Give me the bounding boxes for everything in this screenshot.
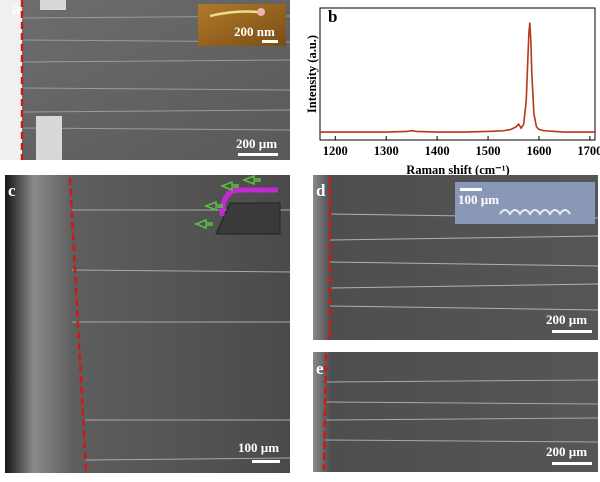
x-axis-title: Raman shift (cm⁻¹)	[406, 163, 509, 177]
panel-label: a	[12, 0, 21, 18]
texture	[71, 209, 291, 461]
sem-image	[313, 352, 598, 472]
schematic-wire	[219, 187, 278, 217]
inset-scale-label: 100 µm	[458, 192, 499, 207]
scale-bar	[252, 460, 280, 463]
y-axis-title: Intensity (a.u.)	[305, 35, 319, 113]
scale-label: 200 µm	[546, 444, 587, 459]
scale-label: 200 µm	[236, 136, 277, 151]
x-tick-label: 1200	[323, 144, 348, 158]
scale-bar	[238, 153, 278, 156]
edge	[0, 0, 22, 160]
inset-scale-bar	[460, 188, 482, 191]
x-tick-label: 1500	[476, 144, 501, 158]
panel-label: c	[8, 181, 16, 200]
x-tick-label: 1600	[526, 144, 551, 158]
scale-bar	[552, 462, 592, 465]
debris	[40, 0, 66, 10]
texture	[325, 379, 599, 443]
nanowire	[209, 10, 259, 18]
debris	[36, 116, 62, 160]
inset-scale-label: 200 nm	[234, 24, 275, 39]
schematic-block	[215, 202, 281, 235]
panel-a: 200 nm 200 µm a	[0, 0, 291, 160]
scale-bar	[552, 330, 592, 333]
scale-label: 100 µm	[238, 440, 279, 455]
panel-label: b	[328, 7, 337, 26]
plot-frame	[319, 7, 596, 141]
panel-label: e	[316, 359, 324, 378]
nanowire-tip	[257, 8, 265, 16]
panel-b: b Raman shift (cm⁻¹) Intensity (a.u.) 12…	[305, 7, 600, 177]
inset-scale-bar	[262, 40, 278, 43]
edge-marker	[68, 177, 88, 473]
edge-marker	[322, 353, 328, 471]
panel-e: 200 µm e	[313, 352, 599, 472]
coiled-wire	[499, 209, 571, 216]
panel-c: 100 µm c	[5, 174, 291, 473]
x-tick-label: 1300	[374, 144, 399, 158]
x-tick-label: 1700	[577, 144, 600, 158]
schematic-arrows	[193, 174, 261, 230]
texture	[21, 15, 291, 131]
scale-label: 200 µm	[546, 312, 587, 327]
spectrum-line	[320, 22, 595, 133]
panel-d: 100 µm 200 µm d	[313, 175, 599, 340]
x-tick-label: 1400	[425, 144, 450, 158]
panel-label: d	[316, 181, 326, 200]
